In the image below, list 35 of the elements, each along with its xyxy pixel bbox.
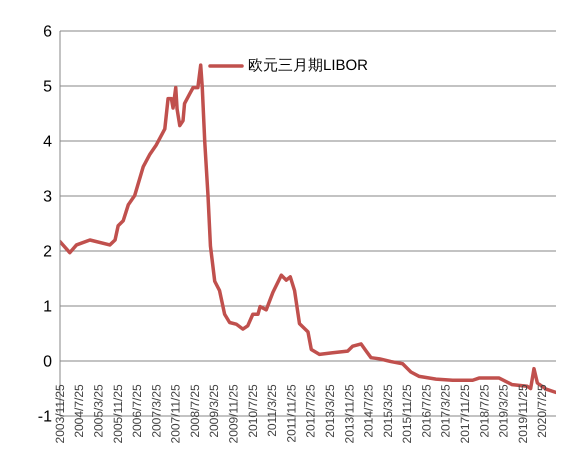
x-tick-label: 2014/7/25 xyxy=(362,384,376,438)
y-tick-label: 3 xyxy=(43,188,52,206)
x-tick-label: 2018/7/25 xyxy=(477,384,492,438)
y-tick-label: 1 xyxy=(43,298,52,316)
x-tick-label: 2013/3/25 xyxy=(322,384,337,438)
x-tick-label: 2012/7/25 xyxy=(304,384,318,438)
x-tick-label: 2006/7/25 xyxy=(130,384,144,438)
x-tick-label: 2009/3/25 xyxy=(207,384,222,438)
y-tick-label: 2 xyxy=(43,244,52,261)
x-tick-label: 2009/11/25 xyxy=(226,384,241,444)
x-tick-label: 2017/3/25 xyxy=(438,384,453,438)
x-tick-label: 2016/7/25 xyxy=(419,384,434,438)
x-tick-label: 2019/11/25 xyxy=(516,384,530,444)
x-tick-label: 2007/3/25 xyxy=(149,384,164,438)
x-tick-label: 2004/7/25 xyxy=(72,384,86,438)
x-tick-label: 2008/7/25 xyxy=(188,384,202,438)
y-tick-label: 5 xyxy=(43,78,52,96)
x-tick-label: 2005/11/25 xyxy=(110,384,125,444)
y-tick-label: -1 xyxy=(38,408,52,426)
x-tick-label: 2019/3/25 xyxy=(496,384,511,438)
x-tick-label: 2003/11/25 xyxy=(53,384,67,444)
x-tick-label: 2017/11/25 xyxy=(458,384,472,444)
x-tick-label: 2013/11/25 xyxy=(342,384,356,444)
y-tick-label: 4 xyxy=(43,134,52,151)
x-tick-label: 2011/11/25 xyxy=(284,384,298,443)
x-tick-label: 2020/7/25 xyxy=(535,384,550,438)
y-tick-label: 6 xyxy=(43,24,52,41)
x-tick-label: 2007/11/25 xyxy=(168,384,183,444)
x-tick-label: 2011/3/25 xyxy=(265,384,280,437)
y-tick-label: 0 xyxy=(43,354,52,371)
legend-label: 欧元三月期LIBOR xyxy=(248,56,368,75)
x-tick-label: 2010/7/25 xyxy=(246,384,260,438)
x-tick-label: 2015/3/25 xyxy=(380,384,395,438)
x-tick-label: 2015/11/25 xyxy=(400,384,414,444)
x-tick-label: 2005/3/25 xyxy=(92,384,106,438)
